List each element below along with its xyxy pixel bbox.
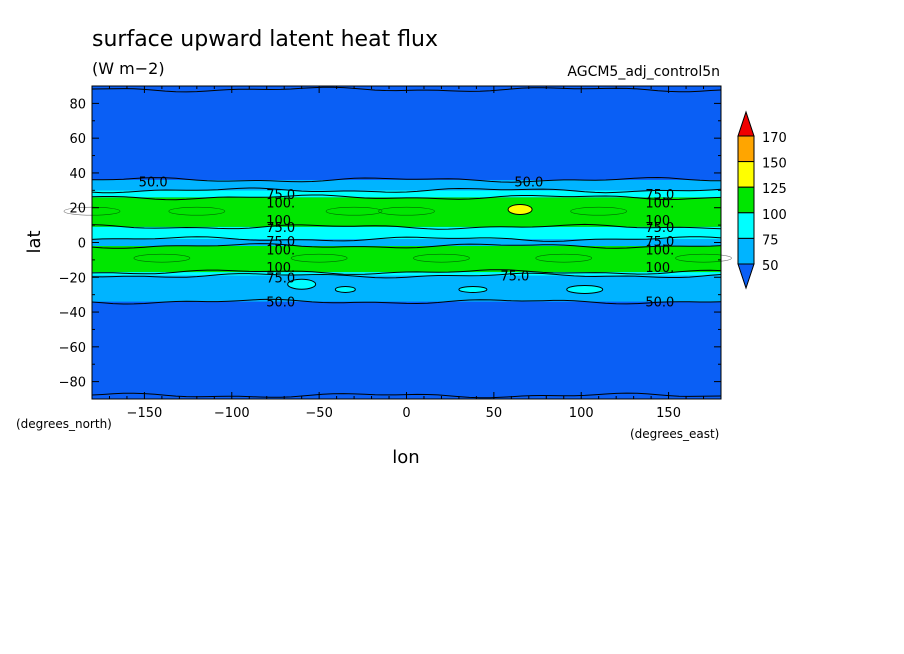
units-label: (W m−2) [92,59,165,78]
field-bands [92,86,721,399]
contour-label: 50.0 [514,176,543,191]
y-tick-label: 60 [69,132,86,147]
colorbar-box [737,212,755,239]
x-axis-title: lon [392,447,419,468]
band-oval-9 [675,253,732,263]
max-region-ellipse [507,203,533,215]
colorbar-label: 75 [762,233,779,248]
x-tick-label: −150 [127,406,163,421]
contour-label: 100. [645,214,674,229]
colorbar-arrow-bottom [737,263,755,290]
contour-label: 50.0 [266,296,295,311]
x-tick-label: 0 [402,406,410,421]
contour-label: 75.0 [500,270,529,285]
field-band-4 [92,239,721,246]
y-tick-label: −60 [59,341,86,356]
band-oval-8 [535,253,593,263]
field-band-9 [92,89,721,180]
y-tick-label: −40 [59,306,86,321]
y-axis-title: lat [24,230,45,253]
colorbar-label: 125 [762,182,787,197]
colorbar-box [737,186,755,214]
band-oval-2 [378,206,435,216]
band-oval-1 [325,206,383,216]
contour-line-30 [91,187,722,194]
contour-label: 100. [645,197,674,212]
colorbar-label: 50 [762,259,779,274]
colorbar-label: 100 [762,208,787,223]
contour-label: 100. [266,261,295,276]
contour-line-m34 [91,298,722,305]
cyan-island-2 [458,285,488,293]
colorbar-arrow-top [737,110,755,137]
cyan-island-3 [566,284,604,294]
band-oval-6 [290,253,348,263]
contour-line-m17 [91,269,722,275]
contour-label: 50.0 [645,296,674,311]
y-axis: 80 60 40 20 0 −20 −40 −60 −80 [59,85,721,400]
contour-line-2 [91,236,722,242]
contour-line-m2 [91,243,722,249]
y-tick-label: 80 [69,97,86,112]
contour-label: 75.0 [266,271,295,286]
x-tick-label: 150 [656,406,681,421]
cyan-island-0 [287,278,317,290]
contour-line-m19 [91,272,722,279]
y-tick-label: 0 [78,237,86,252]
experiment-label: AGCM5_adj_control5n [567,64,720,80]
cyan-island-1 [334,285,356,293]
contour-line-26 [91,194,722,201]
y-tick-label: −80 [59,376,86,391]
y-tick-label: 20 [69,202,86,217]
contour-label: 75.0 [645,221,674,236]
contour-label: 100. [266,214,295,229]
y-tick-label: 40 [69,167,86,182]
x-tick-label: −50 [305,406,332,421]
contour-label: 75.0 [645,188,674,203]
band-oval-0 [168,206,226,216]
colorbar: 170 150 125 100 75 50 [737,110,787,290]
x-axis: −150 −100 −50 0 50 100 150 [108,86,705,421]
contour-label: 100. [645,261,674,276]
contour-line-9 [91,223,722,230]
contour-label: 50.0 [139,176,168,191]
field-band-3 [92,245,721,273]
band-oval-3 [570,206,627,216]
contour-label: 75.0 [645,235,674,250]
colorbar-box [737,161,755,188]
field-band-6 [92,197,721,227]
field-band-7 [92,190,721,198]
field-band-1 [92,275,721,302]
field-band-5 [92,226,721,240]
contour-label: 75.0 [266,235,295,250]
colorbar-box [737,237,755,265]
field-band-0 [92,301,721,396]
x-tick-label: −100 [214,406,250,421]
contour-label: 75.0 [266,221,295,236]
y-units-label: (degrees_north) [16,417,112,431]
colorbar-label: 170 [762,131,787,146]
contour-label: 75.0 [266,188,295,203]
contour-line-36 [91,176,721,183]
field-band-2 [92,272,721,276]
x-tick-label: 50 [486,406,503,421]
band-oval-7 [413,253,470,263]
contour-label: 100. [266,243,295,258]
contour-label: 100. [645,243,674,258]
x-units-label: (degrees_east) [630,427,719,441]
chart-title: surface upward latent heat flux [92,27,438,52]
field-features [63,203,732,294]
colorbar-box [737,135,755,163]
y-tick-label: −20 [59,271,86,286]
colorbar-label: 150 [762,157,787,172]
field-band-8 [92,179,721,191]
contour-label: 100. [266,197,295,212]
band-oval-5 [133,253,191,263]
x-tick-label: 100 [569,406,594,421]
